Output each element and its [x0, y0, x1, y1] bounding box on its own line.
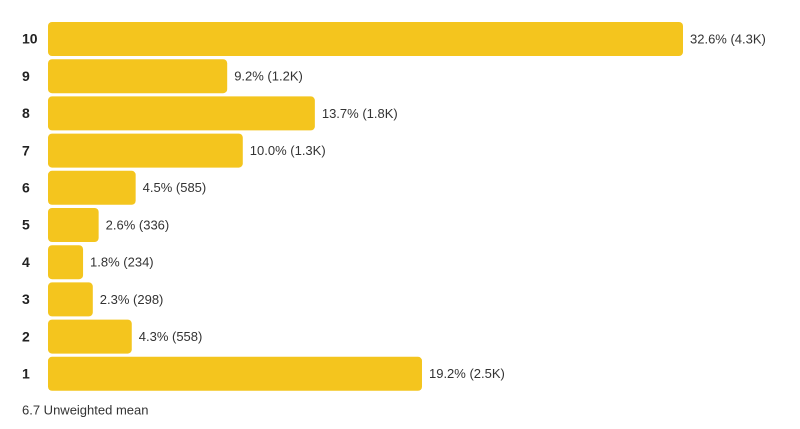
value-label: 19.2% (2.5K): [429, 366, 505, 381]
bar: [48, 319, 132, 354]
value-label: 10.0% (1.3K): [250, 143, 326, 158]
category-label: 9: [22, 68, 30, 84]
value-label: 4.5% (585): [143, 180, 207, 195]
value-label: 2.3% (298): [100, 292, 164, 307]
bar: [48, 133, 243, 168]
category-label: 3: [22, 291, 30, 307]
bar: [48, 22, 683, 56]
bar: [48, 208, 99, 242]
category-label: 7: [22, 142, 30, 158]
value-label: 4.3% (558): [139, 329, 203, 344]
value-label: 32.6% (4.3K): [690, 31, 766, 46]
category-label: 6: [22, 180, 30, 196]
category-label: 10: [22, 31, 38, 47]
bar: [48, 282, 93, 317]
value-label: 2.6% (336): [106, 217, 170, 232]
bar: [48, 245, 84, 280]
category-label: 2: [22, 328, 30, 344]
bar: [48, 59, 228, 94]
category-label: 5: [22, 217, 30, 233]
value-label: 9.2% (1.2K): [234, 69, 303, 84]
value-label: 13.7% (1.8K): [322, 106, 398, 121]
bar: [48, 96, 315, 131]
bar: [48, 356, 422, 391]
category-label: 4: [22, 254, 30, 270]
footer-note: 6.7 Unweighted mean: [22, 402, 148, 417]
category-label: 1: [22, 366, 30, 382]
bar: [48, 170, 136, 205]
category-label: 8: [22, 105, 30, 121]
value-label: 1.8% (234): [90, 255, 154, 270]
